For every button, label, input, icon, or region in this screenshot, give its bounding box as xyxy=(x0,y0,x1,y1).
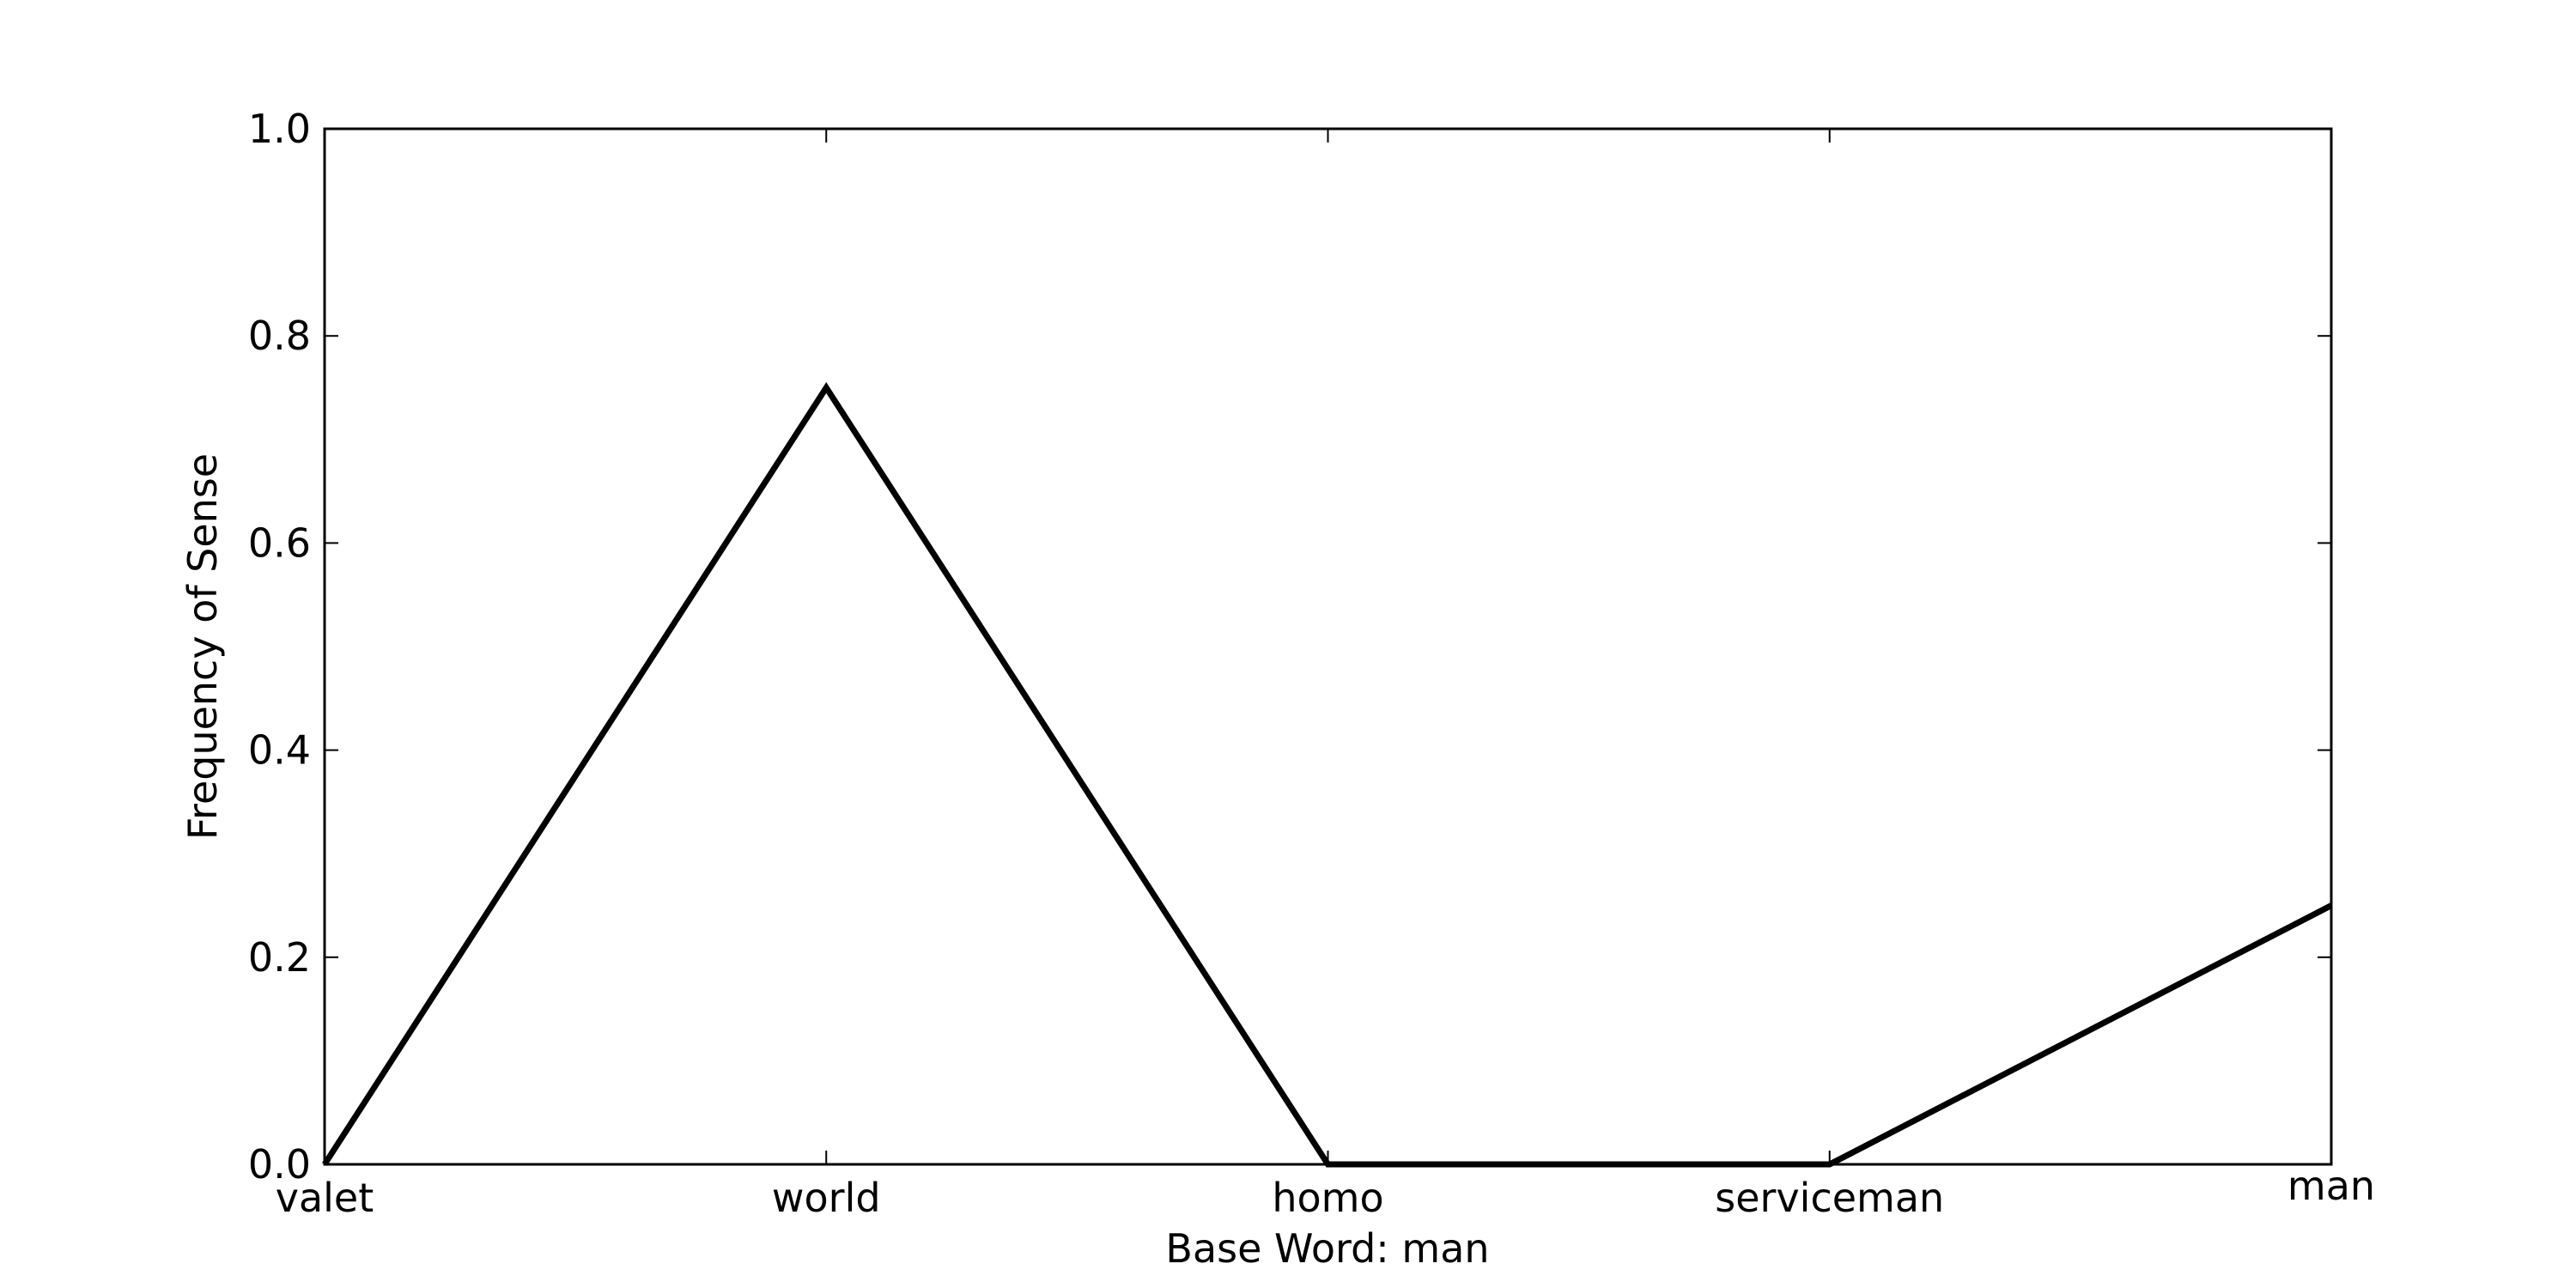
x-tick-label: homo xyxy=(1272,1175,1383,1221)
y-tick-label: 0.2 xyxy=(248,934,311,981)
y-tick-label: 0.6 xyxy=(248,519,311,566)
ticks xyxy=(324,128,2332,1165)
x-tick-label: man xyxy=(2287,1163,2375,1209)
y-tick-label: 0.0 xyxy=(248,1141,311,1188)
x-tick-label: world xyxy=(772,1175,881,1221)
x-axis-label: Base Word: man xyxy=(1165,1225,1489,1272)
x-tick-label: valet xyxy=(276,1175,374,1221)
y-axis-label: Frequency of Sense xyxy=(179,453,226,840)
tick-labels: valet world homo serviceman man 0.0 0.2 0.4 0.6 0… xyxy=(248,106,2375,1221)
y-tick-label: 1.0 xyxy=(248,106,311,152)
x-tick-label: serviceman xyxy=(1715,1175,1944,1221)
y-tick-label: 0.4 xyxy=(248,727,311,774)
y-tick-label: 0.8 xyxy=(248,313,311,359)
